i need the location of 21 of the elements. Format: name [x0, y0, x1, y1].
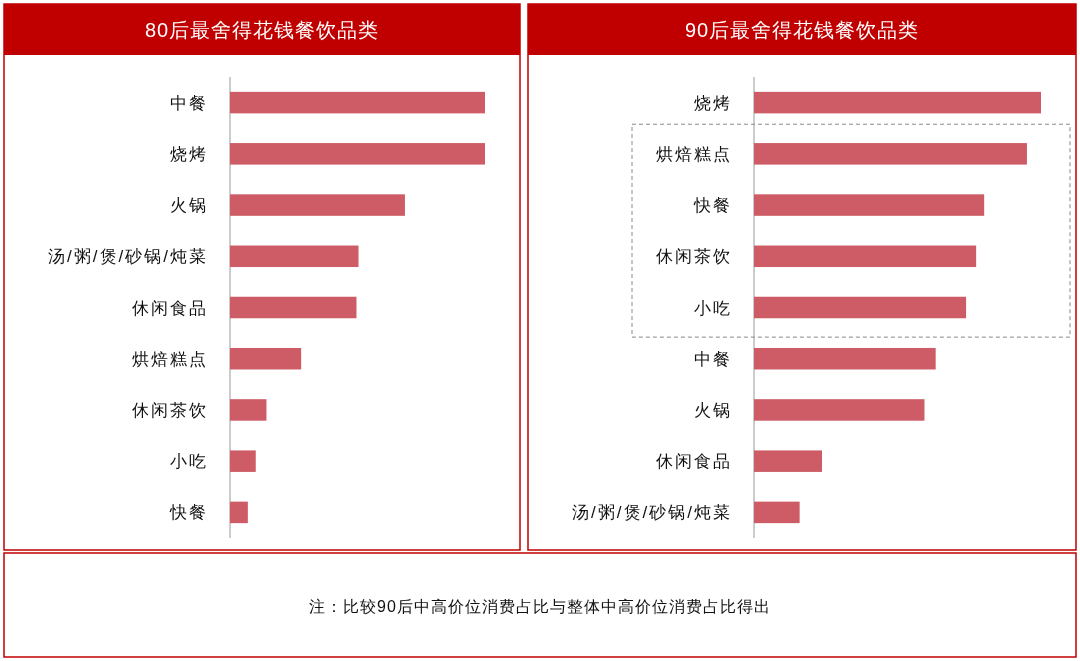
- y-tick-label: 中餐: [694, 349, 732, 369]
- y-tick-label: 中餐: [170, 93, 208, 113]
- y-tick-label: 休闲食品: [656, 452, 732, 472]
- y-tick-label: 休闲茶饮: [132, 400, 208, 420]
- y-tick-label: 火锅: [170, 196, 208, 216]
- y-tick-label: 汤/粥/煲/砂锅/炖菜: [572, 503, 732, 523]
- y-tick-label: 汤/粥/煲/砂锅/炖菜: [48, 247, 208, 267]
- y-tick-label: 休闲茶饮: [656, 247, 732, 267]
- text: 注：比较90后中高价位消费占比与整体中高价位消费占比得出: [309, 598, 771, 615]
- chart-title: 80后最舍得花钱餐饮品类: [144, 18, 380, 41]
- y-tick-label: 快餐: [693, 196, 732, 216]
- y-tick-label: 烧烤: [694, 93, 732, 113]
- y-tick-label: 烘焙糕点: [132, 349, 208, 369]
- y-tick-label: 小吃: [694, 298, 732, 318]
- y-tick-label: 烧烤: [170, 144, 208, 164]
- y-tick-label: 火锅: [694, 400, 732, 420]
- chart-title: 90后最舍得花钱餐饮品类: [684, 18, 920, 41]
- y-tick-label: 小吃: [170, 452, 208, 472]
- y-tick-label: 休闲食品: [132, 298, 208, 318]
- y-tick-label: 烘焙糕点: [656, 144, 732, 164]
- y-tick-label: 快餐: [169, 503, 208, 523]
